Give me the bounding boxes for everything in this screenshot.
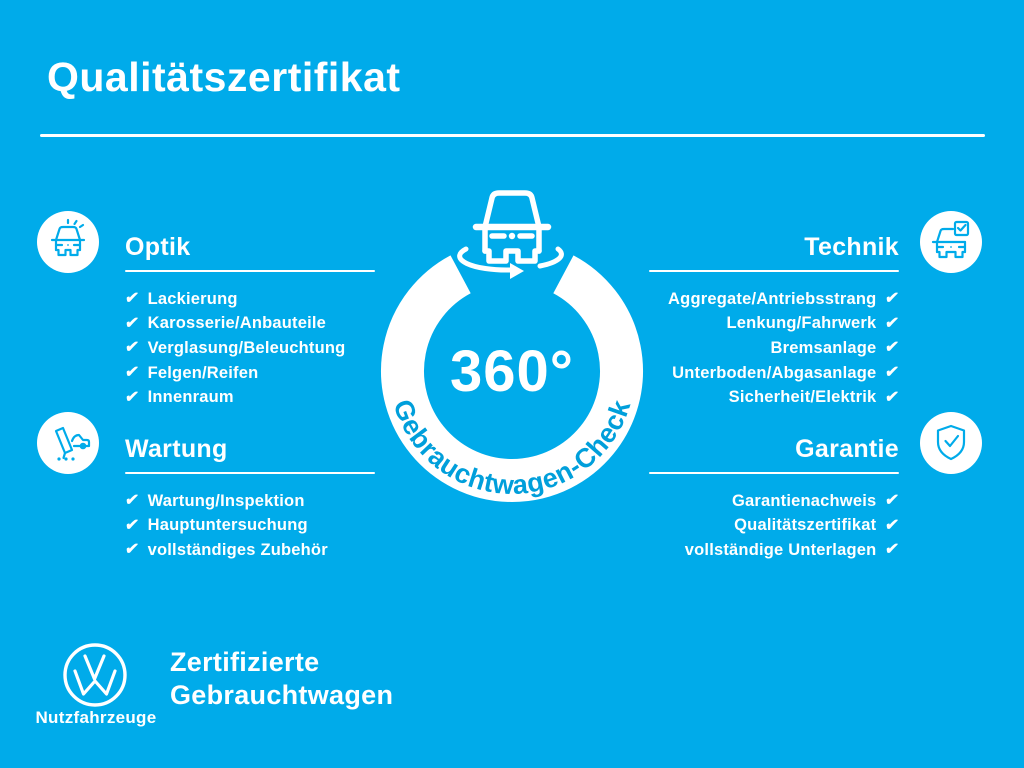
garantie-checklist: Garantienachweis ✔ Qualitätszertifikat ✔ v… (649, 489, 901, 563)
check-icon: ✔ (123, 364, 140, 382)
garantie-badge (920, 412, 982, 474)
section-heading-wartung: Wartung (125, 435, 228, 463)
list-item: ✔ Hauptuntersuchung (123, 514, 375, 539)
list-item: Garantienachweis ✔ (649, 489, 901, 514)
list-item: vollständige Unterlagen ✔ (649, 538, 901, 563)
list-item: Bremsanlage ✔ (649, 336, 901, 361)
section-heading-technik: Technik (804, 233, 899, 261)
section-divider (649, 472, 899, 474)
list-item-label: Lenkung/Fahrwerk (726, 314, 877, 333)
optik-checklist: ✔ Lackierung ✔ Karosserie/Anbauteile ✔ Verg… (123, 287, 375, 410)
list-item-label: Lackierung (147, 289, 238, 308)
shield-check-icon (925, 417, 977, 469)
check-icon: ✔ (884, 541, 901, 559)
list-item-label: vollständiges Zubehör (147, 540, 328, 559)
check-icon: ✔ (884, 339, 901, 357)
optik-badge (37, 211, 99, 273)
check-icon: ✔ (884, 290, 901, 308)
check-icon: ✔ (884, 388, 901, 406)
brand-name: Nutzfahrzeuge (35, 708, 157, 727)
technik-checklist: Aggregate/Antriebsstrang ✔ Lenkung/Fahrwe… (649, 287, 901, 410)
car-360-rotation-icon (457, 190, 564, 279)
list-item-label: Sicherheit/Elektrik (728, 388, 877, 407)
check-icon: ✔ (123, 388, 140, 406)
check-icon: ✔ (123, 314, 140, 332)
page-title: Qualitätszertifikat (47, 54, 401, 100)
list-item-label: Felgen/Reifen (147, 363, 259, 382)
section-heading-garantie: Garantie (795, 435, 899, 463)
section-divider (125, 270, 375, 272)
technik-badge (920, 211, 982, 273)
section-heading-optik: Optik (125, 233, 191, 261)
list-item: Aggregate/Antriebsstrang ✔ (649, 287, 901, 312)
wartung-badge (37, 412, 99, 474)
list-item: ✔ Innenraum (123, 385, 375, 410)
section-wartung: Wartung ✔ Wartung/Inspektion ✔ Hauptunters… (123, 435, 375, 563)
list-item-label: Bremsanlage (770, 338, 877, 357)
claim-line2: Gebrauchtwagen (170, 680, 394, 710)
inspection-checklist-icon (42, 417, 94, 469)
check-icon: ✔ (884, 492, 901, 510)
ring-shape (381, 255, 643, 502)
list-item: ✔ Karosserie/Anbauteile (123, 312, 375, 337)
list-item: Unterboden/Abgasanlage ✔ (649, 361, 901, 386)
list-item: ✔ vollständiges Zubehör (123, 538, 375, 563)
car-checkbox-icon (925, 216, 977, 268)
list-item: ✔ Felgen/Reifen (123, 361, 375, 386)
list-item: Qualitätszertifikat ✔ (649, 514, 901, 539)
list-item: ✔ Lackierung (123, 287, 375, 312)
section-technik: Technik Aggregate/Antriebsstrang ✔ Lenkun… (649, 233, 901, 410)
section-optik: Optik ✔ Lackierung ✔ Karosserie/Anbauteile… (123, 233, 375, 410)
list-item-label: vollständige Unterlagen (684, 540, 877, 559)
list-item: ✔ Verglasung/Beleuchtung (123, 336, 375, 361)
check-icon: ✔ (884, 314, 901, 332)
check-icon: ✔ (123, 541, 140, 559)
claim-text: Zertifizierte Gebrauchtwagen (170, 646, 393, 712)
wartung-checklist: ✔ Wartung/Inspektion ✔ Hauptuntersuchung ✔… (123, 489, 375, 563)
list-item: ✔ Wartung/Inspektion (123, 489, 375, 514)
360-check-graphic: Gebrauchtwagen-Check 360° (330, 150, 694, 545)
header-divider (40, 134, 985, 137)
section-divider (649, 270, 899, 272)
check-icon: ✔ (123, 492, 140, 510)
check-icon: ✔ (123, 516, 140, 534)
list-item-label: Wartung/Inspektion (147, 491, 305, 510)
list-item-label: Unterboden/Abgasanlage (672, 363, 877, 382)
list-item-label: Qualitätszertifikat (734, 516, 877, 535)
check-icon: ✔ (884, 516, 901, 534)
check-icon: ✔ (123, 339, 140, 357)
vw-logo (62, 642, 128, 713)
list-item: Lenkung/Fahrwerk ✔ (649, 312, 901, 337)
list-item-label: Hauptuntersuchung (147, 516, 308, 535)
list-item-label: Karosserie/Anbauteile (147, 314, 327, 333)
section-divider (125, 472, 375, 474)
list-item: Sicherheit/Elektrik ✔ (649, 385, 901, 410)
list-item-label: Verglasung/Beleuchtung (147, 338, 346, 357)
check-icon: ✔ (884, 364, 901, 382)
claim-line1: Zertifizierte (170, 647, 320, 677)
list-item-label: Innenraum (147, 388, 234, 407)
list-item-label: Aggregate/Antriebsstrang (668, 289, 877, 308)
list-item-label: Garantienachweis (731, 491, 877, 510)
car-shine-icon (42, 216, 94, 268)
360-value: 360° (450, 339, 574, 404)
check-icon: ✔ (123, 290, 140, 308)
section-garantie: Garantie Garantienachweis ✔ Qualitätszert… (649, 435, 901, 563)
